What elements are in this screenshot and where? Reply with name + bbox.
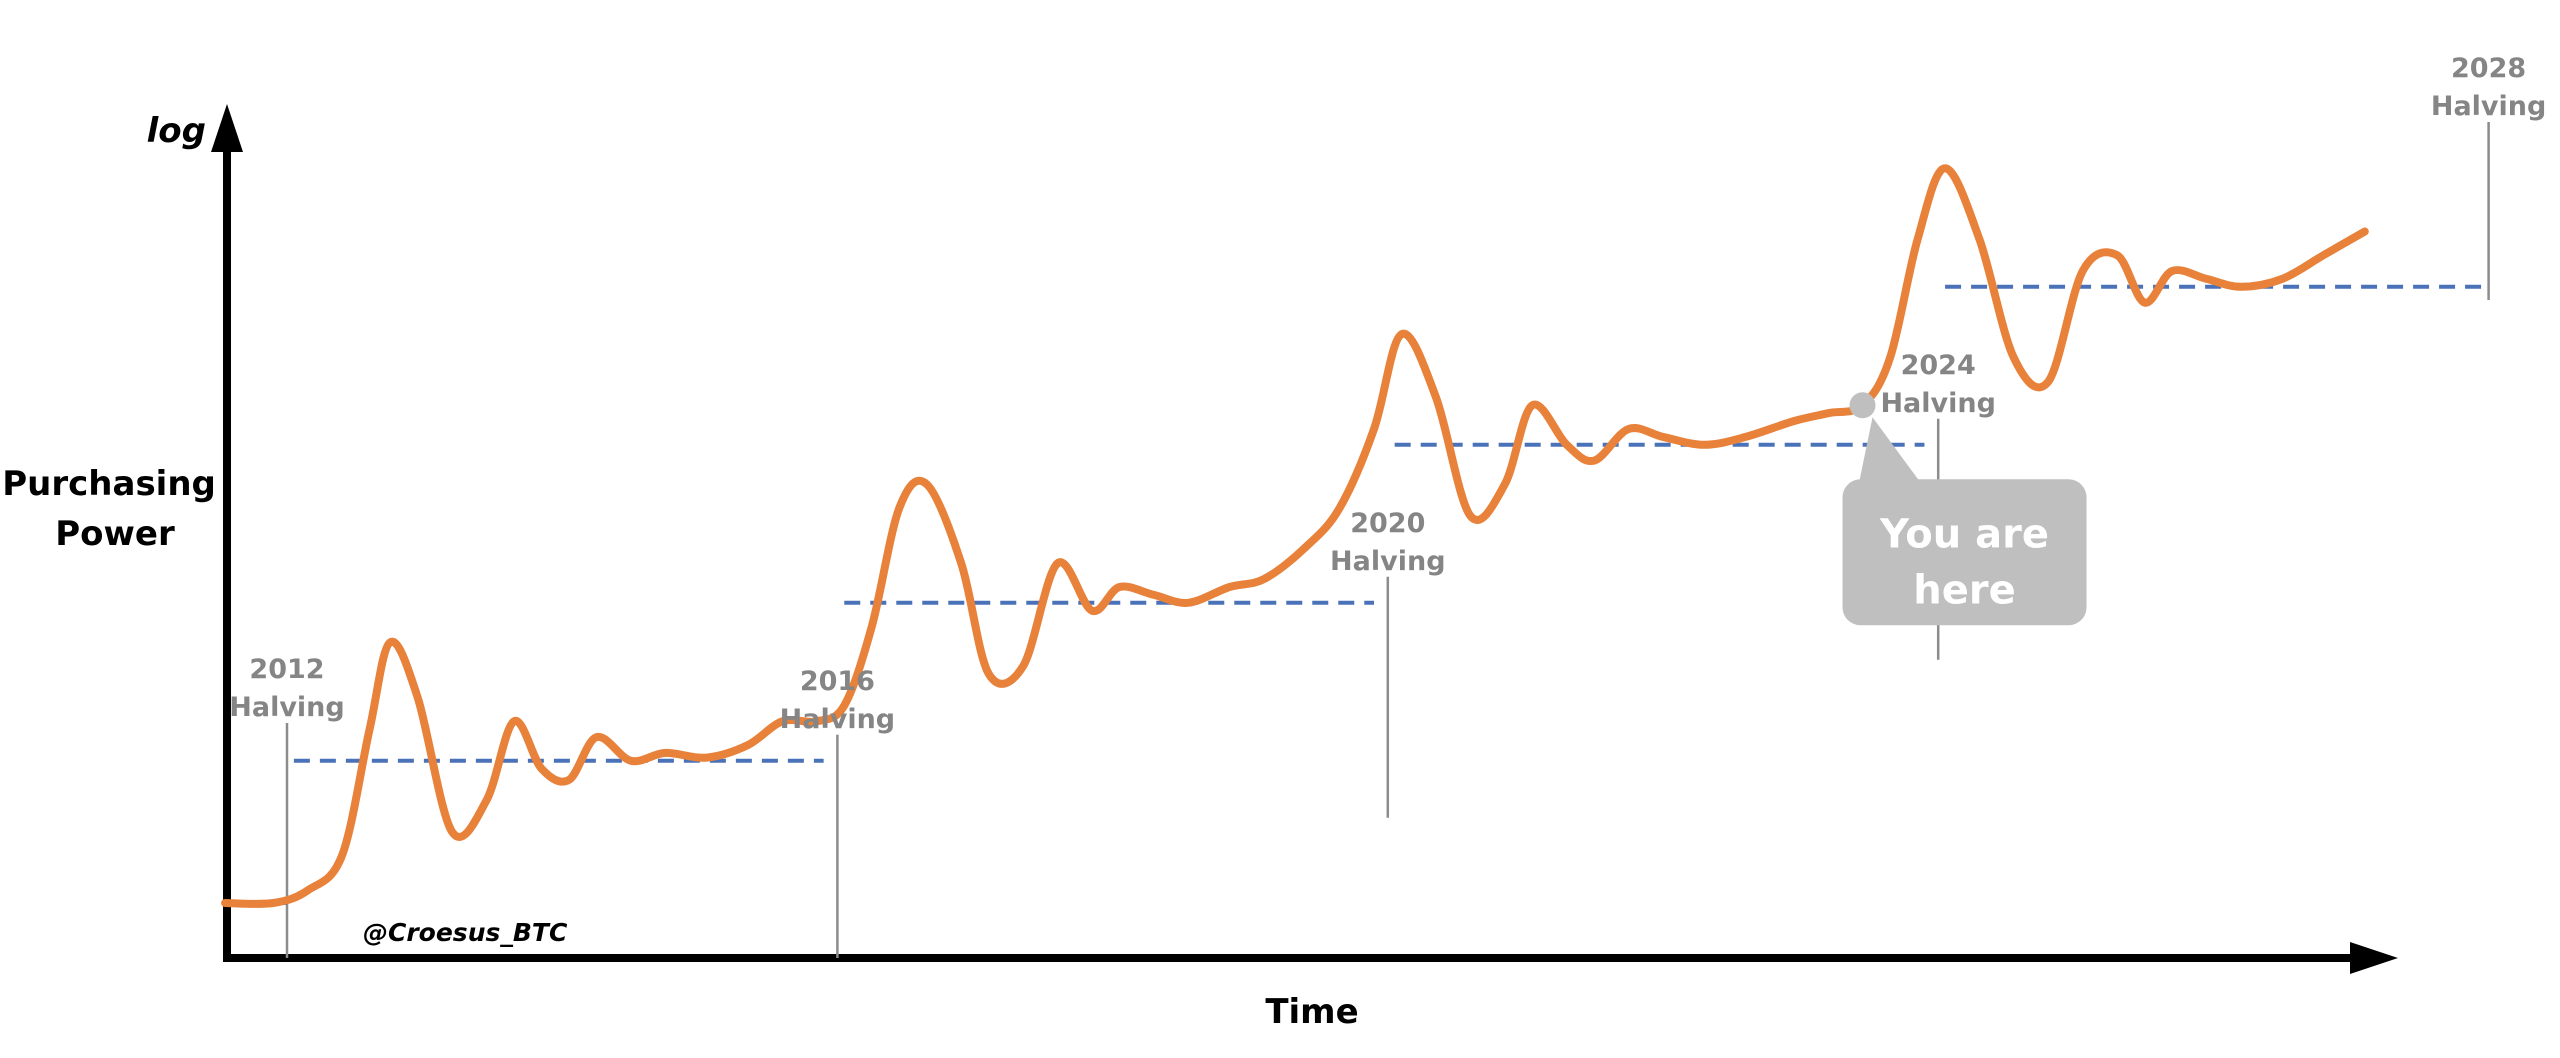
halving-label-2024: 2024 Halving: [1880, 350, 1995, 419]
halving-label-year: 2028: [2451, 53, 2526, 84]
halving-label-2012: 2012 Halving: [229, 654, 344, 723]
you-are-here-marker: [1849, 392, 1876, 419]
halving-baselines: [225, 284, 2482, 905]
halving-lines: [285, 122, 2490, 958]
y-axis: [211, 104, 243, 958]
y-axis-title-line2: Power: [55, 514, 175, 554]
series-line: [221, 164, 2369, 908]
halving-label-year: 2024: [1901, 350, 1976, 381]
series-group: [221, 164, 2369, 908]
halving-label-year: 2012: [249, 654, 324, 685]
halving-label-word: Halving: [780, 704, 895, 735]
x-axis: [223, 942, 2398, 974]
y-axis-title-line1: Purchasing: [2, 464, 216, 504]
halving-label-word: Halving: [1330, 546, 1445, 577]
callout-line2: here: [1913, 567, 2015, 613]
callout-text: You are here: [1879, 511, 2049, 613]
callout-line1: You are: [1879, 511, 2049, 557]
halving-label-2028: 2028 Halving: [2431, 53, 2546, 122]
halving-labels: 2012 Halving 2016 Halving 2020 Halving 2024 Hal…: [229, 53, 2546, 735]
you-are-here-callout: You are here: [1842, 392, 2087, 626]
halving-label-2020: 2020 Halving: [1330, 508, 1445, 577]
x-axis-arrowhead: [2350, 942, 2398, 974]
halving-label-word: Halving: [1880, 388, 1995, 419]
callout-box: [1842, 479, 2087, 626]
halving-label-word: Halving: [2431, 91, 2546, 122]
callout-pointer: [1858, 417, 1923, 486]
halving-label-year: 2016: [800, 666, 875, 697]
watermark: @Croesus_BTC: [363, 918, 568, 947]
x-axis-title: Time: [1265, 992, 1358, 1032]
y-scale-label: log: [147, 111, 206, 151]
halving-label-word: Halving: [229, 692, 344, 723]
halving-label-2016: 2016 Halving: [780, 666, 895, 735]
halving-label-year: 2020: [1350, 508, 1425, 539]
y-axis-title: Purchasing Power: [2, 464, 227, 554]
y-axis-arrowhead: [211, 104, 243, 152]
